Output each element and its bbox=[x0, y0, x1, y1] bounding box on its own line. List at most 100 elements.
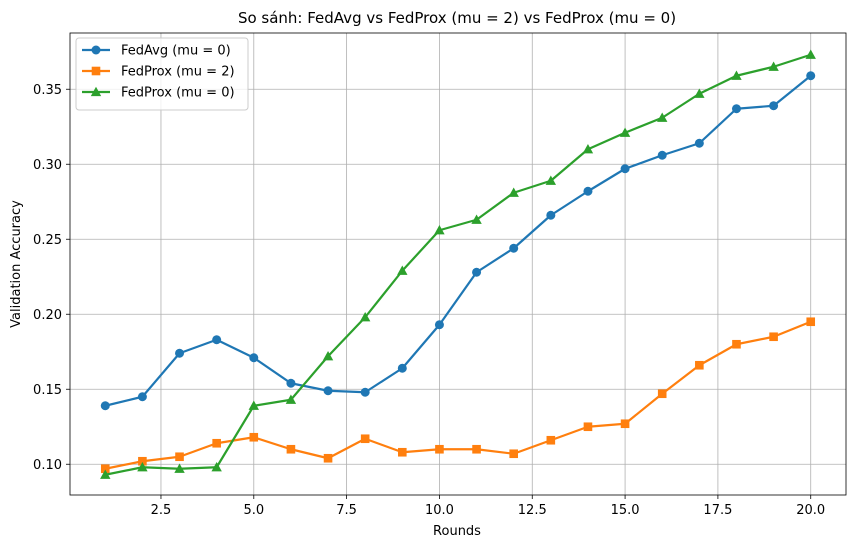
data-point bbox=[359, 312, 371, 322]
data-point bbox=[248, 400, 259, 410]
series-line bbox=[105, 320, 812, 470]
data-point bbox=[582, 144, 594, 154]
data-point bbox=[546, 435, 556, 445]
legend-label: FedAvg (mu = 0) bbox=[121, 44, 231, 59]
x-tick-label: 15.0 bbox=[611, 503, 640, 518]
data-point bbox=[657, 389, 667, 399]
x-tick-label: 20.0 bbox=[796, 503, 825, 518]
data-point bbox=[545, 175, 557, 185]
data-point bbox=[397, 265, 408, 275]
x-tick-label: 12.5 bbox=[518, 503, 547, 518]
data-point bbox=[695, 360, 704, 370]
data-point bbox=[100, 401, 110, 411]
data-point bbox=[100, 469, 111, 479]
data-point bbox=[249, 353, 259, 363]
data-point bbox=[175, 348, 185, 358]
series-layer bbox=[100, 49, 816, 479]
x-tick-label: 2.5 bbox=[151, 503, 172, 518]
x-tick-label: 10.0 bbox=[425, 503, 454, 518]
data-point bbox=[138, 456, 147, 466]
data-point bbox=[583, 186, 593, 196]
data-point bbox=[434, 320, 444, 330]
data-point bbox=[212, 335, 222, 345]
legend-swatch-marker bbox=[90, 86, 102, 97]
data-point bbox=[768, 61, 779, 71]
y-tick-label: 0.35 bbox=[33, 83, 62, 98]
data-point bbox=[360, 387, 370, 397]
data-point bbox=[732, 339, 741, 349]
data-point bbox=[806, 317, 816, 327]
data-point bbox=[100, 464, 110, 474]
data-point bbox=[137, 462, 148, 472]
data-point bbox=[286, 378, 296, 388]
data-point bbox=[175, 452, 184, 462]
data-point bbox=[805, 49, 816, 59]
data-point bbox=[472, 267, 482, 277]
data-point bbox=[619, 127, 631, 137]
data-point bbox=[657, 150, 667, 160]
data-point bbox=[174, 463, 185, 473]
series-line bbox=[105, 53, 812, 476]
legend-swatch-marker bbox=[91, 66, 101, 76]
data-point bbox=[583, 422, 593, 432]
y-tick-label: 0.25 bbox=[33, 233, 62, 248]
data-point bbox=[397, 363, 407, 373]
x-tick-label: 17.5 bbox=[703, 503, 732, 518]
data-point bbox=[509, 449, 518, 459]
data-point bbox=[769, 332, 778, 342]
data-point bbox=[472, 444, 481, 454]
legend: FedAvg (mu = 0) FedProx (mu = 2) FedProx (… bbox=[75, 37, 249, 111]
x-tick-label: 5.0 bbox=[243, 503, 264, 518]
tick-layer: 2.5 5.0 7.5 10.0 12.5 15.0 17.5 20.0 0.10 0.15 0.2… bbox=[33, 83, 825, 518]
data-point bbox=[434, 225, 445, 235]
y-axis-label: Validation Accuracy bbox=[9, 200, 24, 328]
x-axis-label: Rounds bbox=[433, 524, 481, 539]
data-point bbox=[620, 164, 630, 174]
series-0 bbox=[100, 71, 816, 411]
data-point bbox=[435, 444, 444, 454]
legend-item-2: FedProx (mu = 0) bbox=[82, 86, 235, 101]
plot-frame bbox=[69, 32, 847, 496]
data-point bbox=[398, 447, 407, 457]
legend-label: FedProx (mu = 0) bbox=[121, 86, 235, 101]
data-point bbox=[471, 214, 482, 224]
legend-items: FedAvg (mu = 0) FedProx (mu = 2) FedProx (… bbox=[82, 44, 235, 101]
chart-title: So sánh: FedAvg vs FedProx (mu = 2) vs F… bbox=[238, 9, 676, 27]
data-point bbox=[322, 351, 334, 361]
series-1 bbox=[100, 317, 816, 474]
grid-layer bbox=[70, 33, 846, 495]
legend-label: FedProx (mu = 2) bbox=[121, 65, 235, 80]
data-point bbox=[731, 70, 742, 80]
series-line bbox=[105, 74, 812, 407]
legend-item-0: FedAvg (mu = 0) bbox=[82, 44, 231, 59]
data-point bbox=[508, 187, 519, 197]
legend-box bbox=[75, 37, 249, 111]
legend-item-1: FedProx (mu = 2) bbox=[82, 65, 235, 80]
data-point bbox=[731, 104, 741, 114]
y-tick-label: 0.10 bbox=[33, 458, 62, 473]
series-2 bbox=[100, 49, 816, 479]
x-tick-label: 7.5 bbox=[336, 503, 357, 518]
legend-swatch-marker bbox=[91, 45, 101, 55]
data-point bbox=[509, 243, 519, 253]
data-point bbox=[323, 453, 333, 463]
data-point bbox=[769, 101, 779, 111]
data-point bbox=[694, 88, 705, 98]
data-point bbox=[657, 112, 668, 122]
y-tick-label: 0.30 bbox=[33, 158, 62, 173]
data-point bbox=[137, 392, 147, 402]
data-point bbox=[360, 434, 370, 444]
data-point bbox=[249, 432, 259, 442]
data-point bbox=[211, 462, 222, 472]
data-point bbox=[806, 71, 816, 81]
y-tick-label: 0.20 bbox=[33, 308, 62, 323]
data-point bbox=[285, 394, 297, 404]
data-point bbox=[620, 419, 630, 429]
data-point bbox=[212, 438, 221, 448]
data-point bbox=[286, 444, 296, 454]
y-tick-label: 0.15 bbox=[33, 383, 62, 398]
data-point bbox=[546, 210, 556, 220]
data-point bbox=[323, 386, 333, 396]
data-point bbox=[694, 138, 704, 148]
